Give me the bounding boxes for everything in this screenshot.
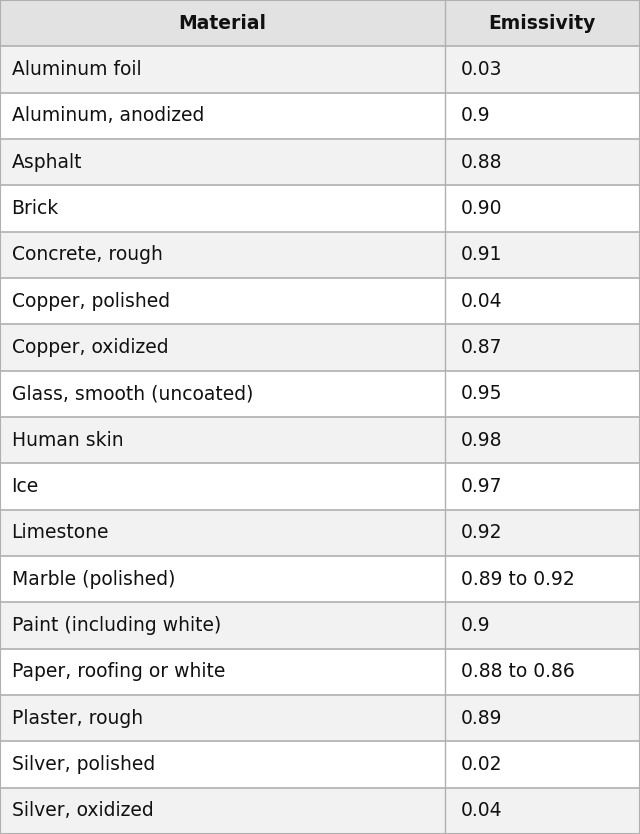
Bar — [0, 232, 640, 278]
Bar — [0, 741, 640, 787]
Text: Concrete, rough: Concrete, rough — [12, 245, 163, 264]
Text: 0.89: 0.89 — [461, 709, 502, 728]
Text: 0.88: 0.88 — [461, 153, 502, 172]
Text: Glass, smooth (uncoated): Glass, smooth (uncoated) — [12, 384, 253, 404]
Text: 0.03: 0.03 — [461, 60, 502, 79]
Text: Marble (polished): Marble (polished) — [12, 570, 175, 589]
Text: 0.98: 0.98 — [461, 430, 502, 450]
Text: 0.87: 0.87 — [461, 338, 502, 357]
Text: 0.9: 0.9 — [461, 106, 490, 125]
Text: 0.89 to 0.92: 0.89 to 0.92 — [461, 570, 575, 589]
Bar — [0, 324, 640, 370]
Text: 0.95: 0.95 — [461, 384, 502, 404]
Bar — [0, 370, 640, 417]
Text: Emissivity: Emissivity — [489, 13, 596, 33]
Bar — [0, 93, 640, 139]
Text: 0.04: 0.04 — [461, 292, 502, 311]
Text: 0.04: 0.04 — [461, 801, 502, 821]
Text: Limestone: Limestone — [12, 523, 109, 542]
Bar — [0, 185, 640, 232]
Bar — [0, 787, 640, 834]
Bar — [0, 278, 640, 324]
Text: Copper, oxidized: Copper, oxidized — [12, 338, 168, 357]
Text: 0.90: 0.90 — [461, 199, 502, 218]
Text: Silver, oxidized: Silver, oxidized — [12, 801, 153, 821]
Text: Paint (including white): Paint (including white) — [12, 616, 221, 635]
Text: Material: Material — [179, 13, 266, 33]
Text: 0.88 to 0.86: 0.88 to 0.86 — [461, 662, 575, 681]
Text: 0.97: 0.97 — [461, 477, 502, 496]
Text: Aluminum, anodized: Aluminum, anodized — [12, 106, 204, 125]
Text: Ice: Ice — [12, 477, 39, 496]
Text: Brick: Brick — [12, 199, 59, 218]
Text: Copper, polished: Copper, polished — [12, 292, 170, 311]
Bar — [0, 649, 640, 695]
Text: 0.02: 0.02 — [461, 755, 502, 774]
Text: Human skin: Human skin — [12, 430, 123, 450]
Bar — [0, 47, 640, 93]
Text: Aluminum foil: Aluminum foil — [12, 60, 141, 79]
Text: Silver, polished: Silver, polished — [12, 755, 155, 774]
Text: Paper, roofing or white: Paper, roofing or white — [12, 662, 225, 681]
Bar — [0, 0, 640, 47]
Bar — [0, 464, 640, 510]
Text: Asphalt: Asphalt — [12, 153, 82, 172]
Bar — [0, 139, 640, 185]
Text: Plaster, rough: Plaster, rough — [12, 709, 143, 728]
Bar — [0, 510, 640, 556]
Bar — [0, 417, 640, 464]
Text: 0.9: 0.9 — [461, 616, 490, 635]
Bar — [0, 695, 640, 741]
Text: 0.92: 0.92 — [461, 523, 502, 542]
Bar — [0, 602, 640, 649]
Bar — [0, 556, 640, 602]
Text: 0.91: 0.91 — [461, 245, 502, 264]
